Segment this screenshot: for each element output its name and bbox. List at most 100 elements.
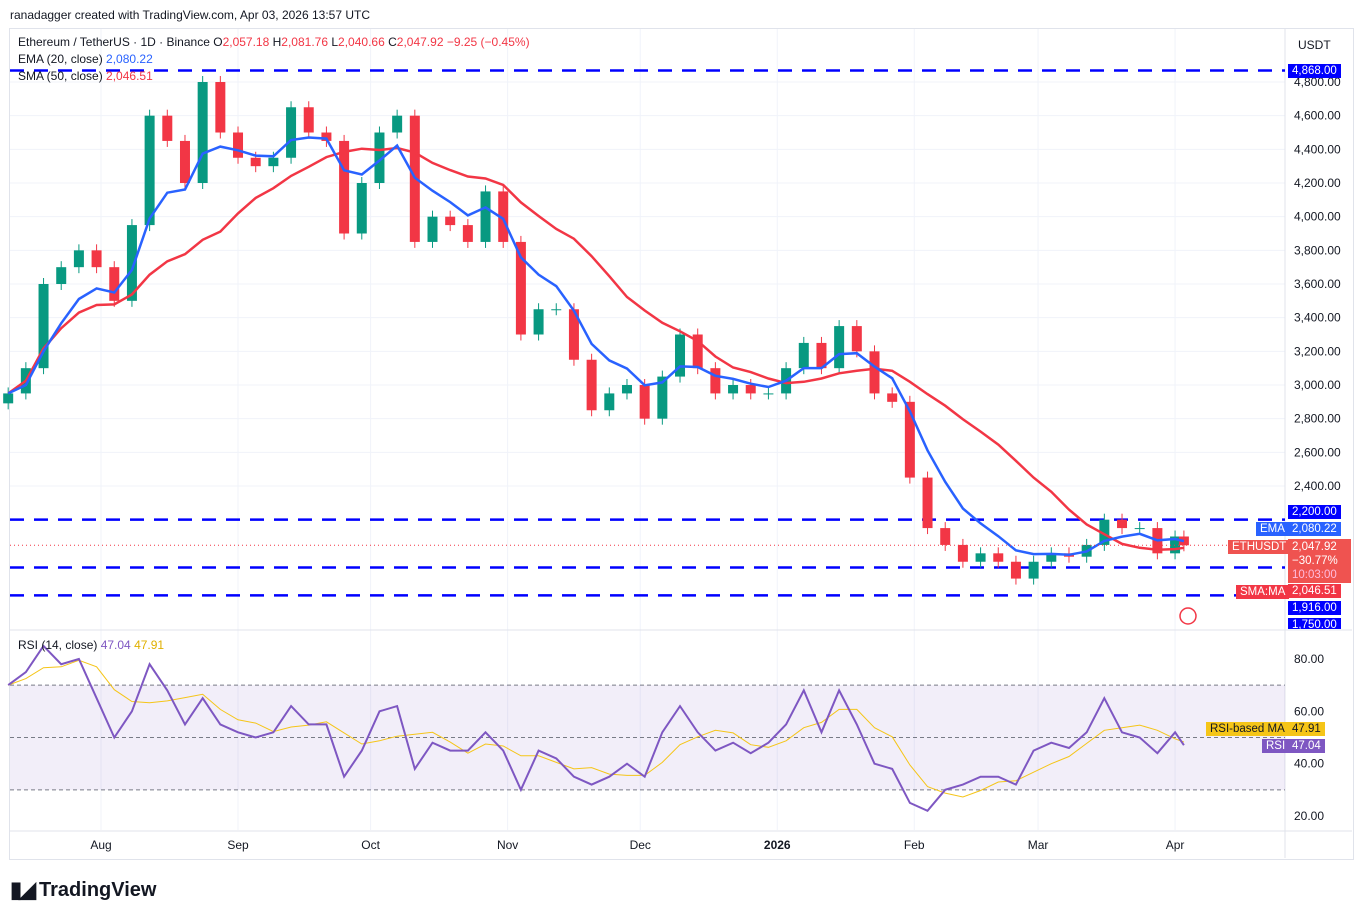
ema-label: EMA (20, close): [18, 52, 103, 66]
candle-body: [179, 140, 190, 184]
candle-body: [250, 157, 261, 167]
candle-body: [621, 385, 632, 394]
price-tick-label: 4,800.00: [1294, 75, 1341, 89]
sma-tag: SMA:MA: [1236, 585, 1290, 599]
legend-rsi[interactable]: RSI (14, close) 47.04 47.91: [18, 638, 164, 652]
price-tick-label: 4,200.00: [1294, 176, 1341, 190]
legend-open: 2,057.18: [222, 35, 270, 49]
time-tick-label: 2026: [764, 838, 791, 852]
time-tick-label: Feb: [904, 838, 925, 852]
candle-body: [498, 191, 509, 242]
last-price: 2,047.92: [1292, 541, 1337, 553]
candle-body: [73, 250, 84, 268]
level-4868-label: 4,868.00: [1288, 64, 1341, 78]
candle-body: [675, 334, 686, 377]
legend-sma[interactable]: SMA (50, close) 2,046.51: [18, 69, 153, 83]
candle-body: [1170, 536, 1181, 554]
ema-price-label: 2,080.22: [1288, 522, 1341, 536]
time-tick-label: Oct: [361, 838, 380, 852]
tradingview-logo[interactable]: ▮◢ TradingView: [10, 877, 156, 903]
candle-body: [639, 385, 650, 419]
ema-value: 2,080.22: [106, 52, 153, 66]
ema-tag: EMA: [1256, 522, 1289, 536]
level-1750-label: 1,750.00: [1288, 618, 1341, 629]
candle-body: [1046, 553, 1057, 562]
legend-h-label: H: [272, 35, 282, 49]
candle-body: [392, 115, 403, 133]
candle-body: [887, 393, 898, 402]
symbol-tag: ETHUSDT: [1228, 540, 1291, 554]
candle-body: [374, 132, 385, 184]
candle-body: [126, 225, 137, 301]
candle-body: [356, 183, 367, 234]
rsi-ma-tag: RSI-based MA: [1206, 722, 1289, 736]
legend-ema[interactable]: EMA (20, close) 2,080.22: [18, 52, 153, 66]
candle-body: [1099, 519, 1110, 545]
candle-body: [851, 326, 862, 352]
candle-body: [551, 309, 562, 311]
candle-body: [940, 528, 951, 545]
currency-label[interactable]: USDT: [1298, 38, 1331, 52]
candle-body: [162, 115, 173, 141]
time-tick-label: Nov: [497, 838, 518, 852]
candle-body: [568, 309, 579, 360]
candle-body: [321, 132, 332, 141]
candle-body: [710, 368, 721, 394]
candle-body: [834, 326, 845, 369]
candle-body: [339, 140, 350, 234]
candle-body: [144, 115, 155, 226]
candle-body: [56, 267, 67, 285]
candle-body: [515, 241, 526, 335]
candle-body: [427, 216, 438, 242]
candle-body: [692, 334, 703, 369]
legend-change: −9.25 (−0.45%): [446, 35, 530, 49]
candle-body: [904, 401, 915, 478]
price-tick-label: 2,600.00: [1294, 445, 1341, 459]
candle-body: [215, 82, 226, 133]
time-tick-label: Dec: [630, 838, 651, 852]
candle-body: [869, 351, 880, 394]
candle-body: [445, 216, 456, 226]
legend-low: 2,040.66: [338, 35, 385, 49]
rsi-tick-label: 20.00: [1294, 809, 1324, 823]
price-tick-label: 4,000.00: [1294, 210, 1341, 224]
price-tick-label: 3,600.00: [1294, 277, 1341, 291]
candle-body: [993, 553, 1004, 562]
rsi-ma-value: 47.91: [134, 638, 165, 652]
price-tick-label: 2,400.00: [1294, 479, 1341, 493]
price-tick-label: 3,200.00: [1294, 344, 1341, 358]
candle-body: [957, 544, 968, 562]
last-pct: −30.77%: [1292, 555, 1338, 567]
candle-body: [533, 309, 544, 335]
candle-body: [233, 132, 244, 158]
price-tick-label: 3,800.00: [1294, 243, 1341, 257]
price-tick-label: 4,600.00: [1294, 109, 1341, 123]
candle-body: [763, 393, 774, 395]
candle-body: [303, 107, 314, 133]
candle-body: [91, 250, 102, 268]
candle-body: [816, 342, 827, 369]
candle-body: [268, 157, 279, 167]
last-price-label: 2,047.92 −30.77% 10:03:00: [1288, 539, 1351, 583]
candle-body: [462, 225, 473, 242]
credit-text: ranadagger created with TradingView.com,…: [10, 8, 370, 22]
candle-body: [109, 267, 120, 301]
candle-body: [604, 393, 615, 411]
level-1916-label: 1,916.00: [1288, 601, 1341, 615]
candle-body: [922, 477, 933, 529]
candle-body: [728, 385, 739, 394]
price-tick-label: 3,000.00: [1294, 378, 1341, 392]
legend-l-label: L: [331, 35, 339, 49]
candle-body: [1134, 528, 1145, 530]
candle-body: [480, 191, 491, 242]
candle-body: [745, 385, 756, 394]
lightning-event-icon: [1179, 607, 1197, 625]
sma-value: 2,046.51: [106, 69, 153, 83]
sma-line: [7, 146, 1185, 551]
candle-body: [38, 284, 49, 369]
sma-label: SMA (50, close): [18, 69, 103, 83]
candle-body: [657, 376, 668, 419]
chart-frame[interactable]: [9, 28, 1354, 860]
candle-body: [1010, 561, 1021, 579]
